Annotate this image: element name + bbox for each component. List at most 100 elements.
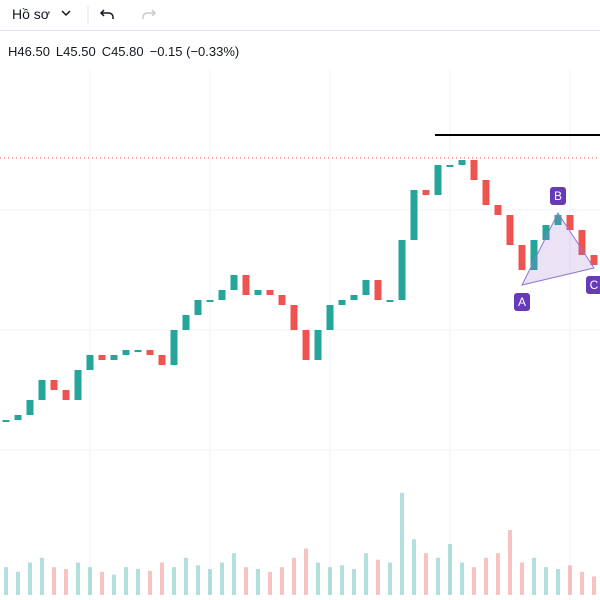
candle — [230, 275, 238, 290]
candle — [566, 215, 574, 230]
volume-bar — [424, 553, 428, 595]
pattern-point: C — [586, 276, 600, 294]
candle — [542, 225, 550, 240]
pattern-label-box — [550, 187, 566, 205]
candle — [122, 350, 130, 355]
chevron[interactable] — [61, 10, 71, 17]
volume-bar — [232, 553, 236, 595]
volume-bar — [568, 565, 572, 595]
volume-bar — [448, 543, 452, 595]
candle — [554, 215, 562, 225]
volume-bar — [328, 567, 332, 595]
volume-bar — [292, 557, 296, 595]
candle — [50, 380, 58, 390]
candle — [314, 330, 322, 360]
volume-bar — [520, 562, 524, 595]
candle — [494, 205, 502, 215]
ohlc-legend: H46.50 L45.50 C45.80 −0.15 (−0.33%) — [8, 44, 245, 59]
candle — [26, 400, 34, 415]
volume-bar — [496, 553, 500, 595]
volume-bar — [172, 567, 176, 595]
candle — [38, 380, 46, 400]
volume-bar — [76, 562, 80, 595]
volume-bar — [460, 562, 464, 595]
candle — [518, 245, 526, 270]
change: −0.15 (−0.33%) — [149, 44, 240, 59]
volume-bar — [472, 567, 476, 595]
pattern-label: B — [554, 189, 562, 203]
candle — [470, 160, 478, 180]
volume-bar — [208, 569, 212, 595]
volume-bar — [124, 567, 128, 595]
volume-bar — [100, 571, 104, 595]
volume-bar — [364, 553, 368, 595]
candle — [98, 355, 106, 360]
volume-bar — [112, 574, 116, 595]
candle — [218, 290, 226, 300]
candle — [182, 315, 190, 330]
candle — [266, 290, 274, 295]
candle — [254, 290, 262, 295]
candle — [338, 300, 346, 305]
candle — [458, 160, 466, 165]
candle — [374, 280, 382, 300]
volume-bar — [148, 570, 152, 595]
profile-menu[interactable]: Hồ sơ — [12, 6, 50, 22]
pattern-point: A — [514, 293, 530, 311]
pattern-label: C — [590, 278, 599, 292]
candle — [398, 240, 406, 300]
volume-bar — [52, 567, 56, 595]
volume-bar — [316, 562, 320, 595]
candle — [530, 240, 538, 270]
volume-bar — [556, 569, 560, 595]
candle — [446, 165, 454, 167]
volume-bar — [256, 569, 260, 595]
volume-bar — [400, 492, 404, 595]
volume-bar — [268, 571, 272, 595]
volume-bar — [64, 569, 68, 595]
volume-bar — [16, 571, 20, 595]
volume-bar — [196, 565, 200, 595]
volume-bar — [28, 562, 32, 595]
candle — [578, 230, 586, 255]
redo[interactable] — [142, 9, 157, 19]
pattern-label-box — [586, 276, 600, 294]
candle — [170, 330, 178, 365]
candle — [278, 295, 286, 305]
candle — [86, 355, 94, 370]
volume-bar — [508, 530, 512, 595]
volume-bar — [592, 576, 596, 595]
candle — [242, 275, 250, 295]
pattern-label-box — [514, 293, 530, 311]
candle — [290, 305, 298, 330]
candle — [350, 295, 358, 300]
volume-bar — [280, 567, 284, 595]
volume-bar — [244, 567, 248, 595]
undo[interactable] — [99, 9, 114, 19]
pattern-point: B — [550, 187, 566, 205]
grid — [0, 70, 600, 600]
volume-bar — [484, 557, 488, 595]
candle — [206, 300, 214, 302]
volume-bar — [340, 565, 344, 595]
candle — [74, 370, 82, 400]
candle — [506, 215, 514, 245]
volume-bar — [304, 548, 308, 595]
close: C45.80 — [101, 44, 144, 59]
candle — [362, 280, 370, 295]
toolbar-icons — [61, 6, 157, 24]
candle — [62, 390, 70, 400]
volume-bar — [436, 557, 440, 595]
volume-bar — [136, 569, 140, 595]
candle — [434, 165, 442, 195]
candle — [590, 255, 598, 265]
candle — [146, 350, 154, 355]
candle — [158, 355, 166, 365]
volume-bar — [388, 562, 392, 595]
volume-bar — [412, 539, 416, 595]
volume-bar — [580, 571, 584, 595]
candle — [2, 420, 10, 422]
candle — [482, 180, 490, 205]
